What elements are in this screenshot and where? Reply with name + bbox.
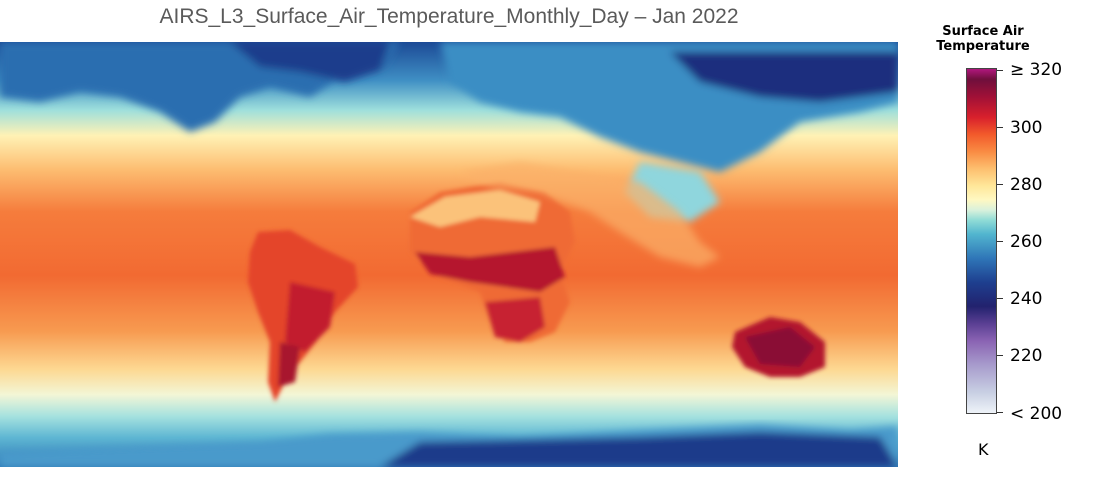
- colorbar-label-240: 240: [1010, 289, 1043, 309]
- colorbar-tick: [997, 355, 1003, 356]
- eurasia: [460, 162, 720, 267]
- colorbar-tick: [997, 412, 1003, 413]
- temperature-map-svg: [0, 42, 898, 467]
- colorbar-label-220: 220: [1010, 346, 1043, 366]
- colorbar-tick: [997, 70, 1003, 71]
- colorbar-title-line2: Temperature: [936, 39, 1030, 54]
- northern-cold-regions: [0, 42, 898, 222]
- australia: [732, 317, 825, 377]
- colorbar: [966, 68, 997, 414]
- map-title: AIRS_L3_Surface_Air_Temperature_Monthly_…: [159, 5, 739, 28]
- colorbar-title-line1: Surface Air: [942, 24, 1024, 39]
- colorbar-label-280: 280: [1010, 175, 1043, 195]
- colorbar-label-300: 300: [1010, 118, 1043, 138]
- colorbar-tick: [997, 241, 1003, 242]
- colorbar-label-260: 260: [1010, 232, 1043, 252]
- colorbar-label-max: ≥ 320: [1010, 60, 1063, 80]
- colorbar-tick: [997, 127, 1003, 128]
- south-america: [248, 230, 358, 402]
- colorbar-label-min: < 200: [1010, 404, 1063, 424]
- colorbar-unit: K: [978, 440, 989, 459]
- colorbar-tick: [997, 184, 1003, 185]
- colorbar-tick: [997, 298, 1003, 299]
- antarctica: [0, 424, 898, 467]
- temperature-map: [0, 42, 898, 467]
- colorbar-title: Surface Air Temperature: [920, 24, 1046, 54]
- africa: [410, 182, 575, 342]
